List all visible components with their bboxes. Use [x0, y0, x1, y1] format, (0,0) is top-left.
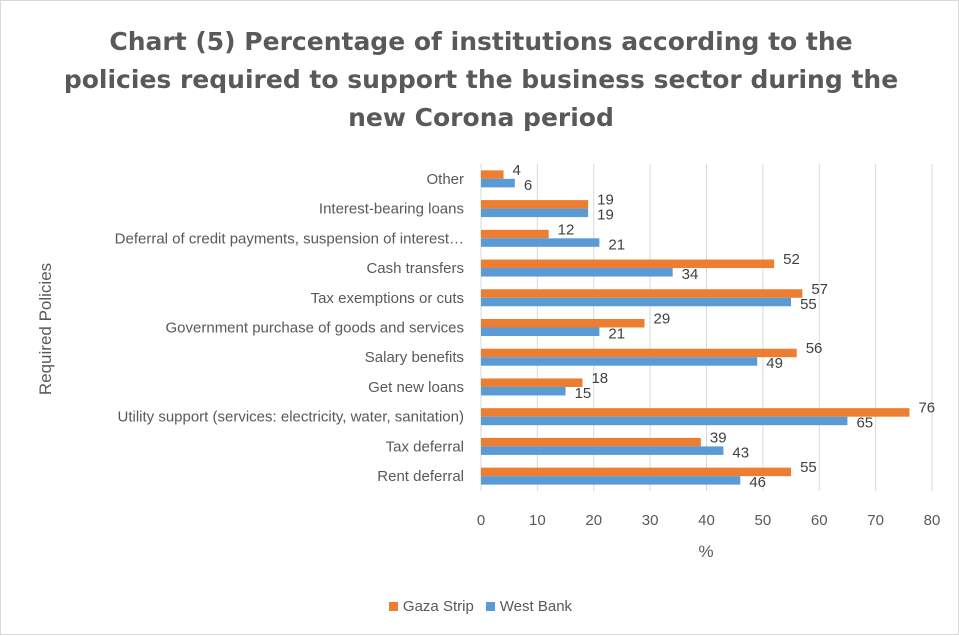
category-labels: Other Interest-bearing loans Deferral of c… — [115, 171, 464, 485]
bar-gaza-strip — [481, 348, 797, 358]
category-label: Tax exemptions or cuts — [311, 290, 464, 307]
data-label: 49 — [766, 355, 783, 372]
data-label: 46 — [749, 474, 766, 491]
category-label: Tax deferral — [386, 438, 464, 455]
x-axis-title: % — [698, 542, 713, 561]
data-label: 52 — [783, 251, 800, 268]
bar-west-bank — [481, 386, 566, 396]
x-tick-label: 60 — [811, 512, 828, 529]
bar-gaza-strip — [481, 229, 549, 239]
gridlines — [480, 164, 933, 491]
category-label: Get new loans — [368, 379, 464, 396]
data-label: 56 — [806, 340, 823, 357]
chart-title: Chart (5) Percentage of institutions acc… — [63, 27, 899, 132]
data-label: 4 — [513, 162, 521, 179]
category-label: Interest-bearing loans — [319, 201, 464, 218]
x-tick-label: 30 — [642, 512, 659, 529]
category-label: Government purchase of goods and service… — [166, 320, 465, 337]
x-tick-label: 80 — [924, 512, 941, 529]
data-label: 57 — [811, 281, 828, 298]
data-label: 6 — [524, 177, 532, 194]
bar-west-bank — [481, 416, 848, 426]
x-tick-label: 70 — [867, 512, 884, 529]
x-tick-labels: 0 10 20 30 40 50 60 70 80 — [477, 512, 941, 529]
category-label: Other — [426, 171, 464, 188]
legend-swatch — [388, 602, 398, 611]
data-label: 21 — [608, 326, 625, 343]
x-tick-label: 10 — [529, 512, 546, 529]
bar-west-bank — [481, 268, 673, 277]
legend-label: West Bank — [499, 598, 573, 615]
data-label: 19 — [597, 192, 614, 209]
data-label: 21 — [608, 236, 625, 253]
legend-label: Gaza Strip — [402, 598, 474, 615]
bar-gaza-strip — [481, 170, 504, 179]
bar-gaza-strip — [481, 200, 589, 209]
bar-gaza-strip — [481, 259, 775, 269]
data-label: 15 — [575, 385, 592, 402]
bar-west-bank — [481, 178, 515, 188]
data-label: 65 — [856, 415, 873, 432]
data-label: 34 — [682, 266, 699, 283]
x-tick-label: 20 — [585, 512, 602, 529]
data-label: 43 — [732, 444, 749, 461]
data-label: 76 — [918, 400, 935, 417]
category-label: Salary benefits — [365, 349, 464, 366]
legend: Gaza Strip West Bank — [1, 598, 959, 615]
data-label: 29 — [653, 311, 670, 328]
data-label: 18 — [591, 370, 608, 387]
category-label: Rent deferral — [377, 468, 464, 485]
bar-gaza-strip — [481, 289, 803, 298]
x-tick-label: 50 — [755, 512, 772, 529]
x-tick-label: 0 — [477, 512, 485, 529]
category-label: Deferral of credit payments, suspension … — [115, 230, 464, 247]
bars — [481, 170, 910, 485]
bar-gaza-strip — [481, 467, 792, 477]
data-label: 39 — [710, 429, 727, 446]
data-labels: 4619191221523457552921564918157665394355… — [513, 162, 936, 491]
legend-item: West Bank — [485, 598, 573, 615]
bar-west-bank — [481, 357, 758, 366]
x-tick-label: 40 — [698, 512, 715, 529]
category-label: Utility support (services: electricity, … — [117, 409, 464, 426]
bar-west-bank — [481, 208, 589, 218]
bar-gaza-strip — [481, 378, 583, 387]
data-label: 55 — [800, 459, 817, 476]
bar-west-bank — [481, 327, 600, 336]
data-label: 55 — [800, 296, 817, 313]
bar-west-bank — [481, 238, 600, 247]
bar-gaza-strip — [481, 408, 910, 417]
bar-west-bank — [481, 297, 792, 307]
data-label: 12 — [558, 221, 575, 238]
bar-west-bank — [481, 476, 741, 485]
data-label: 19 — [597, 207, 614, 224]
y-axis-title: Required Policies — [36, 263, 55, 395]
legend-swatch — [485, 602, 495, 611]
bar-west-bank — [481, 446, 724, 455]
category-label: Cash transfers — [366, 260, 464, 277]
bar-gaza-strip — [481, 437, 701, 447]
legend-item: Gaza Strip — [388, 598, 474, 615]
bar-gaza-strip — [481, 319, 645, 328]
